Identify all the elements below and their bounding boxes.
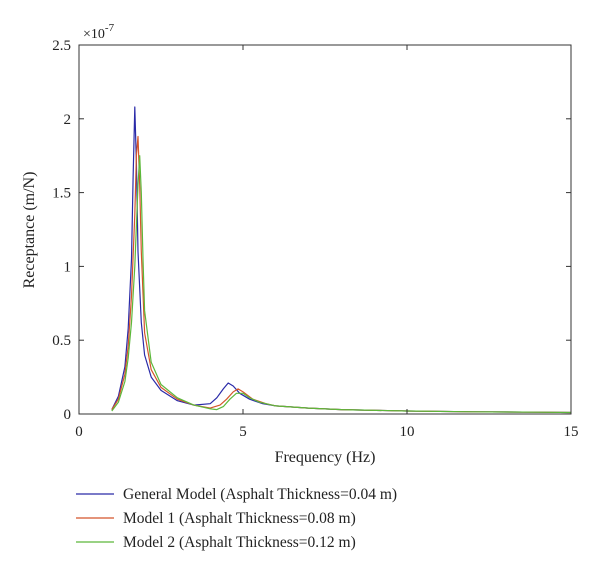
x-axis-ticks: 0 5 10 15 — [75, 45, 579, 440]
x-tick-label: 15 — [564, 424, 579, 440]
y-tick-label: 0 — [64, 407, 72, 423]
y-axis-label: Receptance (m/N) — [21, 172, 38, 289]
y-multiplier-label: ×10-7 — [83, 22, 115, 42]
x-axis-label: Frequency (Hz) — [275, 449, 376, 466]
legend-label-3: Model 2 (Asphalt Thickness=0.12 m) — [123, 534, 356, 551]
y-tick-label: 1 — [64, 259, 72, 275]
y-axis-ticks: 0 0.5 1 1.5 2 2.5 — [52, 38, 571, 423]
plot-frame — [78, 44, 572, 415]
y-tick-label: 1.5 — [52, 186, 71, 202]
x-tick-label: 5 — [239, 424, 247, 440]
series-line-3 — [111, 155, 572, 414]
series-line-2 — [111, 135, 572, 414]
x-tick-label: 10 — [400, 424, 415, 440]
legend-label-2: Model 1 (Asphalt Thickness=0.08 m) — [123, 510, 356, 527]
series-layer — [111, 106, 572, 414]
legend: General Model (Asphalt Thickness=0.04 m)… — [76, 486, 397, 551]
plot-area — [78, 44, 572, 415]
y-tick-label: 0.5 — [52, 333, 71, 349]
y-tick-label: 2.5 — [52, 38, 71, 54]
series-line-1 — [111, 106, 572, 414]
y-tick-label: 2 — [64, 112, 72, 128]
legend-label-1: General Model (Asphalt Thickness=0.04 m) — [123, 486, 397, 503]
y-multiplier-exponent: -7 — [105, 22, 115, 34]
x-tick-label: 0 — [75, 424, 83, 440]
